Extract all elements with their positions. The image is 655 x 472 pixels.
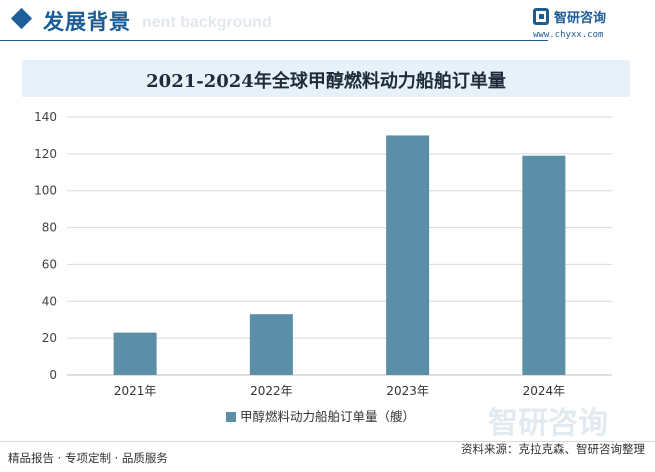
y-tick-label: 140 xyxy=(34,110,57,124)
x-tick-label: 2022年 xyxy=(250,384,293,398)
section-title: 发展背景 xyxy=(43,9,131,34)
x-tick-label: 2023年 xyxy=(386,384,429,398)
x-tick-label: 2021年 xyxy=(114,384,157,398)
x-tick-label: 2024年 xyxy=(523,384,566,398)
bar xyxy=(386,135,430,375)
brand-mark-icon xyxy=(533,8,549,25)
page-footer: 精品报告 · 专项定制 · 品质服务 资料来源：克拉克森、智研咨询整理 xyxy=(0,441,655,472)
y-tick-label: 40 xyxy=(42,294,57,308)
section-subtitle-ghost: nent background xyxy=(142,14,272,31)
header-divider xyxy=(0,40,548,41)
legend-swatch xyxy=(226,412,236,422)
y-tick-label: 0 xyxy=(49,368,57,382)
y-tick-label: 20 xyxy=(42,331,57,345)
bar-chart: 0 20 40 60 80 100 120 140 2021年 2022年 2023年 2024年甲醇… xyxy=(34,110,612,424)
bar xyxy=(113,332,157,375)
y-tick-label: 60 xyxy=(42,257,57,271)
legend-label: 甲醇燃料动力船舶订单量（艘） xyxy=(240,409,415,424)
brand-logo: 智研咨询 www.chyxx.com xyxy=(529,6,639,42)
footer-source: 资料来源：克拉克森、智研咨询整理 xyxy=(461,442,645,456)
brand-url: www.chyxx.com xyxy=(533,30,604,40)
diamond-bullet-icon xyxy=(10,7,33,30)
y-tick-label: 100 xyxy=(34,184,57,198)
y-tick-label: 120 xyxy=(34,147,57,161)
chart-title-band: 2021-2024年全球甲醇燃料动力船舶订单量 xyxy=(22,60,630,97)
footer-services: 精品报告 · 专项定制 · 品质服务 xyxy=(8,451,168,465)
chart-title: 2021-2024年全球甲醇燃料动力船舶订单量 xyxy=(146,71,506,92)
brand-name: 智研咨询 xyxy=(554,11,607,26)
y-tick-label: 80 xyxy=(42,221,57,235)
footer-divider xyxy=(0,441,655,442)
bar xyxy=(249,314,293,375)
bar xyxy=(522,155,566,375)
page-header: 发展背景 nent background 智研咨询 www.chyxx.com xyxy=(0,0,655,45)
